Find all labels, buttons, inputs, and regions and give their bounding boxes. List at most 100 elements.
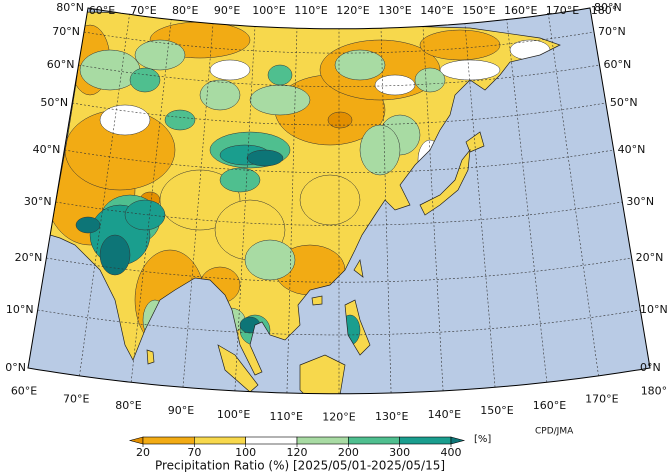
lon-label-bottom: 160°E <box>533 399 566 412</box>
lon-label-top: 130°E <box>378 4 411 17</box>
precip-patch <box>219 167 261 193</box>
graticule-labels: 60°E 70°E 80°E 90°E 100°E 110°E 120°E 130°E 140°… <box>5 1 667 424</box>
precip-patch <box>267 64 293 86</box>
colorbar-unit: [%] <box>474 434 491 445</box>
lat-label-right: 30°N <box>626 195 654 208</box>
lon-label-top: 180° <box>591 4 618 17</box>
colorbar-segment <box>348 436 400 445</box>
lat-label-right: 50°N <box>610 96 638 109</box>
lon-label-top: 170°E <box>546 4 579 17</box>
lon-label-top: 70°E <box>130 4 156 17</box>
meridian <box>286 28 298 394</box>
precip-patch <box>134 39 186 71</box>
lon-label-bottom: 170°E <box>585 393 618 406</box>
lon-label-bottom: 180° <box>641 385 668 398</box>
precip-patch <box>299 174 361 226</box>
lat-label-left: 20°N <box>15 251 43 264</box>
lon-label-bottom: 70°E <box>63 393 89 406</box>
lon-label-bottom: 130°E <box>375 410 408 423</box>
lon-label-bottom: 60°E <box>11 385 37 398</box>
precip-patch <box>374 74 416 96</box>
meridian <box>422 26 444 391</box>
precip-patch <box>209 59 251 81</box>
precip-patch <box>199 79 241 111</box>
meridian <box>182 23 214 388</box>
precip-patch <box>99 104 151 136</box>
lat-label-right: 40°N <box>618 143 646 156</box>
lon-label-bottom: 100°E <box>217 408 250 421</box>
lat-label-right: 10°N <box>640 303 668 316</box>
colorbar-extend-high <box>450 436 466 445</box>
lat-label-left: 10°N <box>6 303 34 316</box>
lat-label-left: 30°N <box>24 195 52 208</box>
colorbar-tick-label: 300 <box>389 446 410 459</box>
colorbar-title: Precipitation Ratio (%) [2025/05/01-2025… <box>155 459 445 473</box>
lon-label-bottom: 80°E <box>115 399 141 412</box>
precip-patch <box>246 149 284 167</box>
graticule <box>37 14 641 394</box>
parallel <box>78 64 600 87</box>
meridian <box>380 28 392 394</box>
parallel <box>72 102 606 126</box>
lat-label-left: 40°N <box>33 143 61 156</box>
precip-patch <box>99 234 131 276</box>
colorbar-tick-label: 200 <box>338 446 359 459</box>
lat-label-right: 20°N <box>636 251 664 264</box>
meridian <box>506 19 548 383</box>
precip-patch <box>419 29 501 61</box>
parallel <box>83 31 595 54</box>
lon-label-bottom: 110°E <box>270 410 303 423</box>
lon-label-top: 150°E <box>462 4 495 17</box>
lon-label-top: 80°E <box>172 4 198 17</box>
lon-label-top: 60°E <box>89 4 115 17</box>
meridian <box>79 14 130 376</box>
colorbar-segment <box>296 436 349 445</box>
precip-patch <box>359 124 401 176</box>
colorbar-tick-label: 120 <box>287 446 308 459</box>
parallel <box>37 309 641 336</box>
lat-label-right: 80°N <box>594 1 622 14</box>
colorbar-extend-low <box>128 436 144 445</box>
colorbar-segment <box>399 436 452 445</box>
meridian <box>234 26 256 391</box>
meridian <box>548 14 599 376</box>
lat-label-right: 70°N <box>598 25 626 38</box>
precip-patch <box>439 59 501 81</box>
lon-label-top: 100°E <box>252 4 285 17</box>
colorbar-segment <box>142 436 195 445</box>
colorbar-tick-label: 100 <box>235 446 256 459</box>
lat-label-left: 60°N <box>47 58 75 71</box>
colorbar-segment <box>245 436 298 445</box>
colorbar: 20 70 100 120 200 300 400 <box>128 436 466 459</box>
lat-label-right: 0°N <box>640 361 661 374</box>
precip-patch <box>164 109 196 131</box>
lon-label-bottom: 150°E <box>480 404 513 417</box>
lat-label-right: 60°N <box>604 58 632 71</box>
precip-patch <box>249 84 311 116</box>
lon-label-top: 90°E <box>214 4 240 17</box>
colorbar-tick-label: 20 <box>136 446 150 459</box>
precip-patch <box>129 67 161 93</box>
lon-label-top: 140°E <box>420 4 453 17</box>
meridian <box>130 19 172 383</box>
precip-patch <box>124 199 166 231</box>
lat-label-left: 0°N <box>5 361 26 374</box>
lon-label-bottom: 140°E <box>428 408 461 421</box>
lat-label-left: 80°N <box>56 1 84 14</box>
parallel <box>55 201 623 226</box>
precip-patch <box>414 67 446 93</box>
colorbar-segment <box>194 436 246 445</box>
lon-label-top: 160°E <box>504 4 537 17</box>
colorbar-tick-label: 400 <box>441 446 462 459</box>
colorbar-tick-label: 70 <box>187 446 201 459</box>
precip-patch <box>244 239 296 281</box>
lon-label-bottom: 120°E <box>322 411 355 424</box>
precip-patch <box>334 49 386 81</box>
precip-patch <box>75 216 101 234</box>
map-border <box>27 7 651 395</box>
lon-label-top: 110°E <box>294 4 327 17</box>
lat-label-left: 50°N <box>40 96 68 109</box>
meridian <box>464 23 496 388</box>
lon-label-bottom: 90°E <box>168 404 194 417</box>
lat-label-left: 70°N <box>52 25 80 38</box>
